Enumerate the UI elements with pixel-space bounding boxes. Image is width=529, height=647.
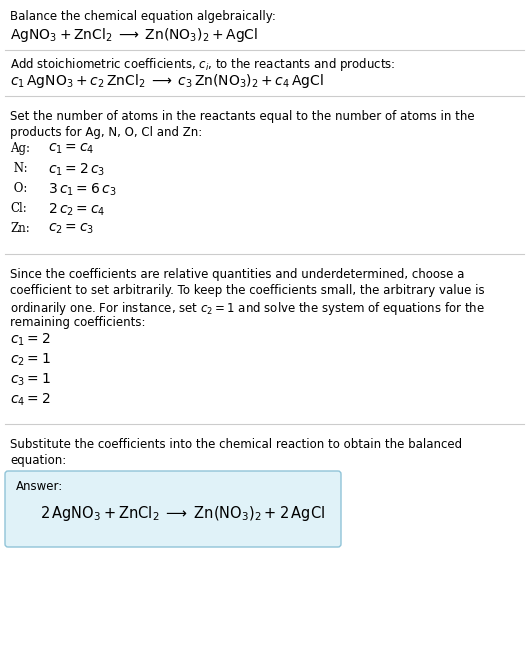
Text: $c_3 = 1$: $c_3 = 1$ — [10, 372, 51, 388]
Text: Add stoichiometric coefficients, $c_i$, to the reactants and products:: Add stoichiometric coefficients, $c_i$, … — [10, 56, 395, 73]
Text: $c_1 = c_4$: $c_1 = c_4$ — [48, 142, 95, 157]
Text: Set the number of atoms in the reactants equal to the number of atoms in the: Set the number of atoms in the reactants… — [10, 110, 475, 123]
Text: ordinarily one. For instance, set $c_2 = 1$ and solve the system of equations fo: ordinarily one. For instance, set $c_2 =… — [10, 300, 485, 317]
Text: N:: N: — [10, 162, 28, 175]
FancyBboxPatch shape — [5, 471, 341, 547]
Text: Since the coefficients are relative quantities and underdetermined, choose a: Since the coefficients are relative quan… — [10, 268, 464, 281]
Text: Zn:: Zn: — [10, 222, 30, 235]
Text: Ag:: Ag: — [10, 142, 30, 155]
Text: $c_1\,\mathrm{AgNO_3} + c_2\,\mathrm{ZnCl_2} \;\longrightarrow\; c_3\,\mathrm{Zn: $c_1\,\mathrm{AgNO_3} + c_2\,\mathrm{ZnC… — [10, 72, 324, 90]
Text: $c_2 = 1$: $c_2 = 1$ — [10, 352, 51, 368]
Text: O:: O: — [10, 182, 28, 195]
Text: $2\,\mathrm{AgNO_3 + ZnCl_2 \;\longrightarrow\; Zn(NO_3)_2 + 2\,AgCl}$: $2\,\mathrm{AgNO_3 + ZnCl_2 \;\longright… — [40, 504, 325, 523]
Text: $\mathrm{AgNO_3 + ZnCl_2 \;\longrightarrow\; Zn(NO_3)_2 + AgCl}$: $\mathrm{AgNO_3 + ZnCl_2 \;\longrightarr… — [10, 26, 258, 44]
Text: $c_1 = 2$: $c_1 = 2$ — [10, 332, 51, 348]
Text: $3\,c_1 = 6\,c_3$: $3\,c_1 = 6\,c_3$ — [48, 182, 116, 199]
Text: Answer:: Answer: — [16, 480, 63, 493]
Text: Substitute the coefficients into the chemical reaction to obtain the balanced: Substitute the coefficients into the che… — [10, 438, 462, 451]
Text: products for Ag, N, O, Cl and Zn:: products for Ag, N, O, Cl and Zn: — [10, 126, 202, 139]
Text: Balance the chemical equation algebraically:: Balance the chemical equation algebraica… — [10, 10, 276, 23]
Text: $c_1 = 2\,c_3$: $c_1 = 2\,c_3$ — [48, 162, 105, 179]
Text: $c_2 = c_3$: $c_2 = c_3$ — [48, 222, 94, 236]
Text: coefficient to set arbitrarily. To keep the coefficients small, the arbitrary va: coefficient to set arbitrarily. To keep … — [10, 284, 485, 297]
Text: equation:: equation: — [10, 454, 66, 467]
Text: Cl:: Cl: — [10, 202, 27, 215]
Text: remaining coefficients:: remaining coefficients: — [10, 316, 145, 329]
Text: $2\,c_2 = c_4$: $2\,c_2 = c_4$ — [48, 202, 105, 219]
Text: $c_4 = 2$: $c_4 = 2$ — [10, 392, 51, 408]
